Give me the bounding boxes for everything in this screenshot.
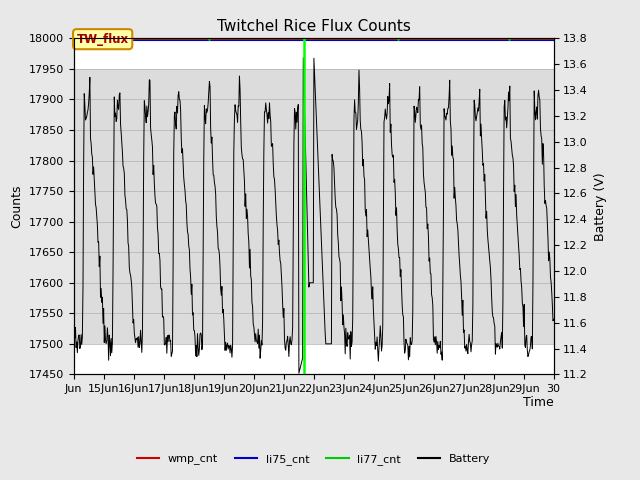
Text: Time: Time [523,396,554,408]
Bar [74,69,554,344]
Y-axis label: Battery (V): Battery (V) [594,172,607,240]
Y-axis label: Counts: Counts [10,185,23,228]
Text: TW_flux: TW_flux [77,33,129,46]
Title: Twitchel Rice Flux Counts: Twitchel Rice Flux Counts [217,20,410,35]
Legend: wmp_cnt, li75_cnt, li77_cnt, Battery: wmp_cnt, li75_cnt, li77_cnt, Battery [132,450,495,469]
